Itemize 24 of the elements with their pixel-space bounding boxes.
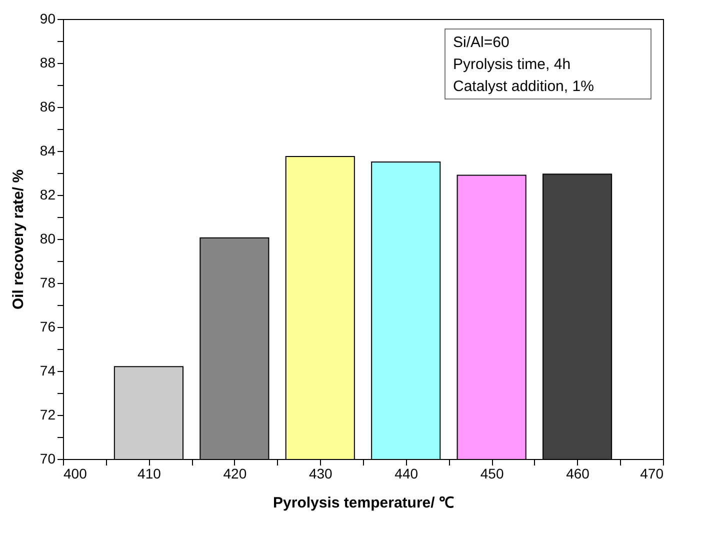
y-tick-label: 84	[40, 142, 56, 158]
y-tick-label: 76	[40, 318, 56, 334]
x-tick-label: 450	[480, 466, 504, 482]
x-tick-label: 460	[566, 466, 590, 482]
y-tick-label: 78	[40, 274, 56, 290]
y-tick-label: 70	[40, 450, 56, 466]
y-tick-label: 72	[40, 406, 56, 422]
x-tick-label: 400	[64, 466, 88, 482]
x-tick-label: 430	[308, 466, 333, 482]
y-tick-label: 74	[40, 362, 56, 378]
y-tick-label: 86	[40, 98, 56, 114]
y-tick-label: 88	[40, 54, 56, 70]
x-axis-title: Pyrolysis temperature/ ℃	[273, 494, 454, 512]
annotation: Catalyst addition, 1%	[453, 78, 594, 95]
x-tick-label: 410	[138, 466, 162, 482]
x-tick-label: 440	[394, 466, 418, 482]
y-axis-title: Oil recovery rate/ %	[10, 169, 27, 310]
x-tick-label: 420	[223, 466, 247, 482]
y-tick-label: 80	[40, 230, 56, 246]
y-tick-label: 82	[40, 186, 56, 202]
annotation: Si/Al=60	[453, 34, 510, 51]
y-tick-label: 90	[40, 10, 56, 26]
x-tick-label: 470	[640, 466, 664, 482]
annotation: Pyrolysis time, 4h	[453, 56, 571, 73]
